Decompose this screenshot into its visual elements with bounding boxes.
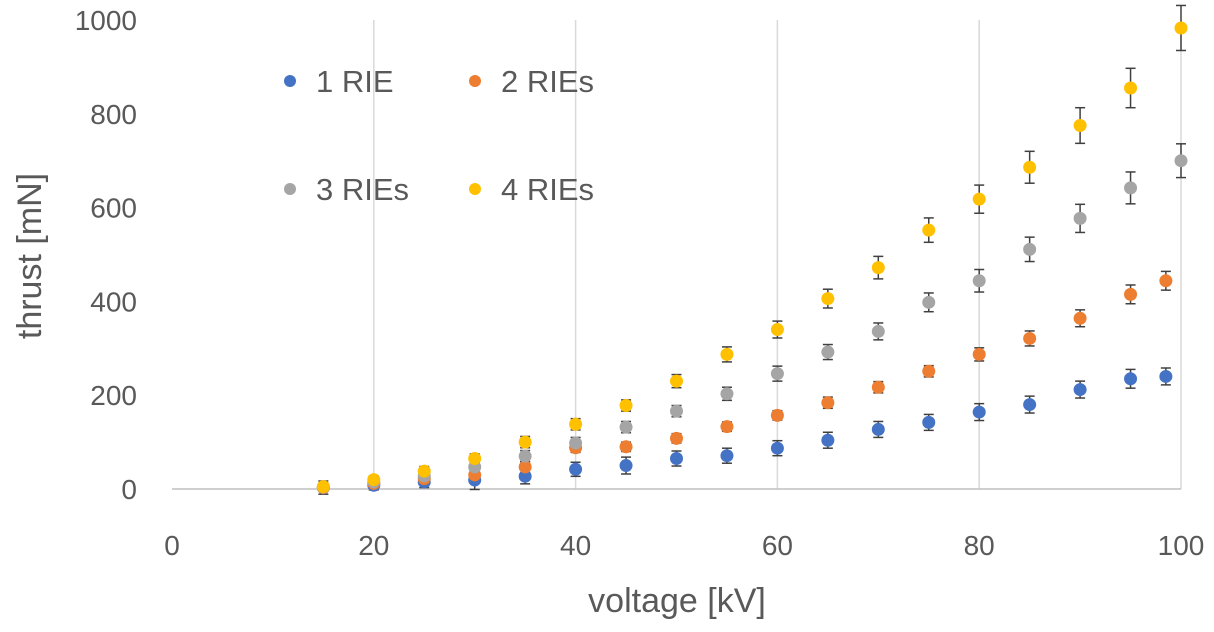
- data-point: [670, 374, 683, 388]
- data-point: [922, 295, 936, 309]
- data-point: [821, 433, 835, 447]
- data-point: [770, 367, 784, 381]
- data-point: [1073, 311, 1087, 325]
- data-point: [1023, 398, 1037, 412]
- data-point: [972, 274, 986, 288]
- data-point: [619, 440, 633, 454]
- legend: 1 RIE 2 RIEs 3 RIEs 4 RIEs: [284, 64, 594, 207]
- error-bars: [318, 4, 1186, 495]
- data-point: [670, 404, 683, 418]
- data-point: [871, 422, 885, 436]
- legend-label: 1 RIE: [316, 64, 394, 99]
- y-tick-label: 400: [90, 286, 137, 317]
- y-tick-label: 0: [121, 474, 137, 505]
- data-point: [619, 420, 633, 434]
- data-point: [1159, 274, 1173, 288]
- x-tick-label: 20: [358, 530, 389, 561]
- data-point: [1159, 369, 1173, 383]
- data-points: [316, 21, 1188, 495]
- data-point: [518, 469, 532, 483]
- data-point: [569, 436, 583, 450]
- data-point: [770, 408, 784, 422]
- data-point: [1023, 160, 1037, 174]
- data-point: [871, 324, 885, 338]
- x-axis-title: voltage [kV]: [588, 582, 766, 620]
- legend-label: 3 RIEs: [316, 172, 409, 207]
- data-point: [518, 435, 532, 449]
- x-tick-label: 60: [762, 530, 793, 561]
- data-point: [1073, 383, 1087, 397]
- data-point: [1073, 211, 1087, 225]
- data-point: [821, 345, 835, 359]
- legend-marker: [469, 75, 481, 87]
- data-point: [1174, 154, 1188, 168]
- data-point: [1073, 119, 1087, 133]
- data-point: [670, 431, 683, 445]
- data-point: [1124, 287, 1138, 301]
- data-point: [619, 399, 633, 413]
- data-point: [720, 449, 734, 463]
- data-point: [1124, 81, 1138, 95]
- data-point: [972, 192, 986, 206]
- x-tick-label: 80: [964, 530, 995, 561]
- data-point: [922, 223, 936, 237]
- data-point: [871, 380, 885, 394]
- y-tick-label: 600: [90, 193, 137, 224]
- data-point: [569, 417, 583, 431]
- data-point: [821, 396, 835, 410]
- data-point: [922, 364, 936, 378]
- data-point: [1023, 331, 1037, 345]
- data-point: [316, 480, 330, 494]
- data-point: [720, 420, 734, 434]
- y-tick-label: 1000: [75, 5, 137, 36]
- data-point: [972, 405, 986, 419]
- data-point: [871, 261, 885, 275]
- data-point: [670, 452, 683, 466]
- data-point: [619, 459, 633, 473]
- data-point: [417, 464, 431, 478]
- data-point: [518, 449, 532, 463]
- data-point: [821, 292, 835, 306]
- y-tick-label: 800: [90, 99, 137, 130]
- legend-label: 2 RIEs: [501, 64, 594, 99]
- data-point: [1174, 21, 1188, 35]
- data-point: [1124, 372, 1138, 386]
- x-tick-label: 40: [560, 530, 591, 561]
- y-tick-label: 200: [90, 380, 137, 411]
- data-point: [1124, 181, 1138, 195]
- legend-marker: [284, 183, 296, 195]
- x-tick-label: 0: [164, 530, 180, 561]
- legend-label: 4 RIEs: [501, 172, 594, 207]
- data-point: [367, 473, 381, 487]
- legend-marker: [469, 183, 481, 195]
- legend-marker: [284, 75, 296, 87]
- data-point: [720, 387, 734, 401]
- y-axis-title: thrust [mN]: [11, 173, 49, 339]
- data-point: [922, 415, 936, 429]
- x-tick-label: 100: [1158, 530, 1205, 561]
- data-point: [569, 462, 583, 476]
- data-point: [770, 441, 784, 455]
- data-point: [518, 460, 532, 474]
- data-point: [720, 347, 734, 361]
- data-point: [1023, 242, 1037, 256]
- data-point: [770, 323, 784, 337]
- data-point: [468, 452, 482, 466]
- data-point: [972, 347, 986, 361]
